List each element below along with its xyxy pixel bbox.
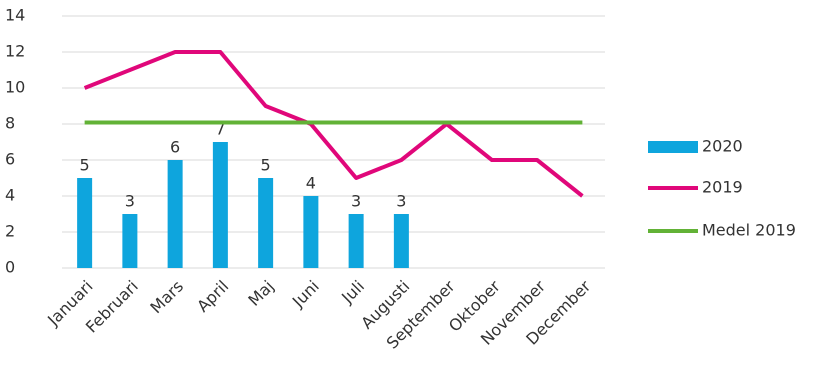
bar	[122, 214, 138, 268]
data-label: 3	[396, 192, 406, 211]
bar	[167, 160, 183, 268]
y-tick-label: 0	[5, 258, 15, 277]
data-label: 6	[170, 138, 180, 157]
x-tick-label: Mars	[146, 277, 187, 318]
x-tick-label: April	[193, 277, 232, 316]
bar	[303, 196, 319, 268]
y-tick-label: 2	[5, 222, 15, 241]
data-label: 7	[215, 120, 225, 139]
bar	[77, 178, 93, 268]
data-label: 3	[125, 192, 135, 211]
y-tick-label: 14	[5, 6, 25, 25]
bar	[212, 142, 228, 268]
x-tick-label: Juli	[337, 277, 368, 308]
legend-label: 2020	[702, 137, 743, 156]
y-tick-label: 12	[5, 42, 25, 61]
y-tick-label: 6	[5, 150, 15, 169]
data-label: 5	[261, 156, 271, 175]
data-label: 5	[80, 156, 90, 175]
x-tick-label: Juni	[288, 277, 323, 312]
bar	[348, 214, 364, 268]
y-tick-label: 8	[5, 114, 15, 133]
y-tick-label: 4	[5, 186, 15, 205]
legend-label: Medel 2019	[702, 221, 796, 240]
legend-label: 2019	[702, 178, 743, 197]
x-tick-label: Maj	[244, 277, 277, 310]
bar	[258, 178, 274, 268]
y-tick-label: 10	[5, 78, 25, 97]
data-label: 3	[351, 192, 361, 211]
data-label: 4	[306, 174, 316, 193]
legend-swatch	[648, 141, 698, 153]
line	[83, 50, 584, 198]
bar	[393, 214, 409, 268]
